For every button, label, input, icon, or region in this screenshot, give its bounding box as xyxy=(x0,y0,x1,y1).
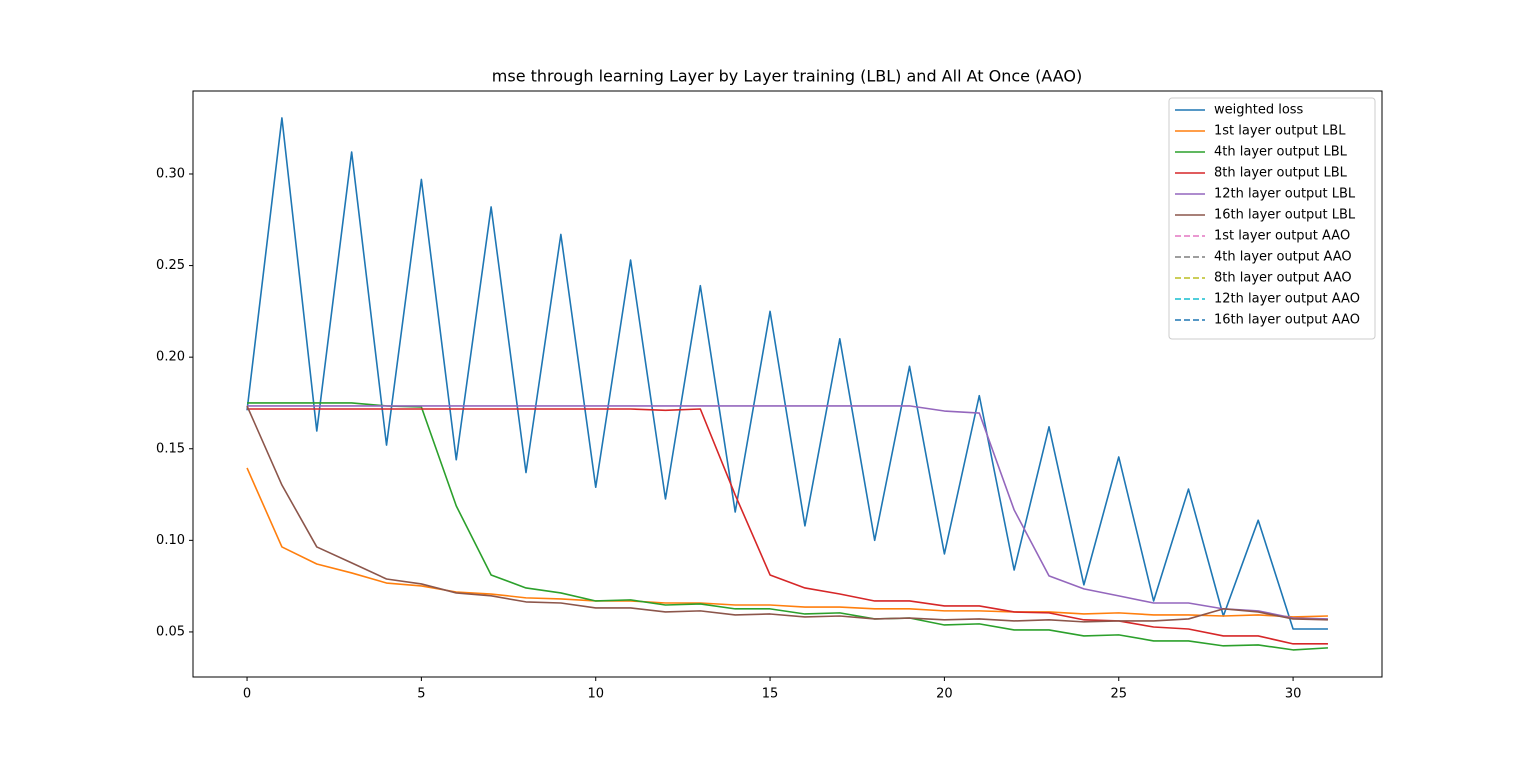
y-tick-label: 0.15 xyxy=(156,441,185,456)
series-line xyxy=(247,402,1329,651)
y-tick-label: 0.05 xyxy=(156,624,185,639)
y-tick-label: 0.25 xyxy=(156,258,185,273)
plot-frame xyxy=(192,90,1383,678)
chart-title: mse through learning Layer by Layer trai… xyxy=(492,67,1082,86)
y-tick-label: 0.10 xyxy=(156,533,185,548)
series-line xyxy=(246,405,1328,623)
legend-label: 16th layer output LBL xyxy=(1214,208,1356,223)
x-tick-label: 10 xyxy=(587,687,604,702)
legend-label: 1st layer output LBL xyxy=(1214,124,1346,139)
legend-box xyxy=(1168,97,1376,340)
legend-label: 12th layer output AAO xyxy=(1214,292,1360,307)
x-tick-label: 25 xyxy=(1110,687,1127,702)
series-line xyxy=(246,467,1328,618)
x-tick-label: 5 xyxy=(417,687,425,702)
y-tick-label: 0.20 xyxy=(156,350,185,365)
legend-label: weighted loss xyxy=(1214,103,1304,118)
legend-label: 12th layer output LBL xyxy=(1214,187,1356,202)
legend-label: 8th layer output AAO xyxy=(1214,271,1352,286)
x-tick-label: 30 xyxy=(1285,687,1302,702)
x-tick-label: 0 xyxy=(243,687,251,702)
series-line xyxy=(247,405,1328,620)
legend-label: 8th layer output LBL xyxy=(1214,166,1348,181)
series-line xyxy=(246,117,1328,630)
x-tick-label: 20 xyxy=(936,687,953,702)
y-tick-label: 0.30 xyxy=(156,166,185,181)
x-tick-label: 15 xyxy=(762,687,779,702)
legend-label: 4th layer output AAO xyxy=(1214,250,1352,265)
legend-label: 4th layer output LBL xyxy=(1214,145,1348,160)
legend-label: 1st layer output AAO xyxy=(1214,229,1350,244)
legend-label: 16th layer output AAO xyxy=(1214,313,1360,328)
series-line xyxy=(247,408,1328,645)
